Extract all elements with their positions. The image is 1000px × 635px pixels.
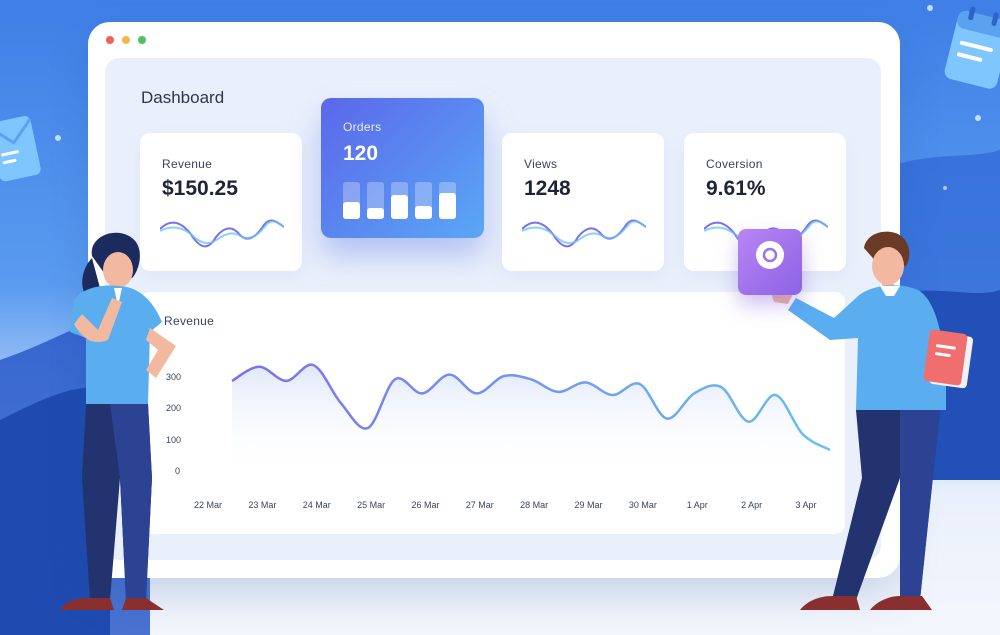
y-tick-label: 0 — [174, 466, 180, 476]
orders-bar-fill — [367, 208, 384, 219]
app-window: Dashboard Revenue $150.25 Orders 120 Vie… — [88, 22, 900, 578]
minimize-window-button[interactable] — [122, 36, 130, 44]
x-tick-label: 22 Mar — [193, 500, 222, 510]
orders-bar-fill — [439, 193, 456, 219]
dashboard-canvas: Dashboard Revenue $150.25 Orders 120 Vie… — [105, 58, 881, 560]
document-icon — [923, 330, 974, 389]
orders-bar-fill — [415, 206, 432, 219]
y-tick-label: 200 — [166, 403, 182, 414]
revenue-line-chart — [231, 363, 831, 472]
x-tick-label: 28 Mar — [520, 500, 549, 510]
card-value: $150.25 — [162, 177, 238, 200]
y-tick-label: 100 — [166, 434, 182, 445]
x-tick-label: 1 Apr — [686, 500, 708, 510]
card-label: Orders — [343, 120, 382, 134]
card-label: Revenue — [162, 157, 213, 171]
orders-bar-3 — [415, 182, 432, 219]
card-label: Coversion — [706, 157, 763, 171]
x-tick-label: 29 Mar — [574, 500, 603, 510]
revenue-chart-panel: Revenue 300 200 100 0 22 Mar 23 Mar 24 Mar 25 … — [140, 292, 845, 534]
orders-bar-2 — [391, 182, 408, 219]
x-tick-label: 25 Mar — [357, 500, 386, 510]
views-card[interactable]: Views 1248 — [502, 133, 664, 271]
card-label: Views — [524, 157, 558, 171]
woman-illustration — [60, 232, 176, 610]
envelope-icon — [0, 116, 41, 182]
x-tick-label: 24 Mar — [302, 500, 331, 510]
orders-bar-0 — [343, 182, 360, 219]
orders-bar-fill — [391, 195, 408, 219]
orders-card[interactable]: Orders 120 — [321, 98, 484, 238]
card-value: 120 — [343, 142, 379, 165]
revenue-card[interactable]: Revenue $150.25 — [140, 133, 302, 271]
window-controls — [106, 36, 146, 44]
x-tick-label: 30 Mar — [628, 500, 657, 510]
orders-bar-chart — [343, 182, 456, 219]
x-tick-label: 27 Mar — [465, 500, 494, 510]
chart-title: Revenue — [164, 314, 215, 328]
gear-icon — [738, 229, 802, 295]
close-window-button[interactable] — [106, 36, 114, 44]
orders-bar-4 — [439, 182, 456, 219]
man-illustration — [770, 231, 950, 610]
page-title: Dashboard — [141, 88, 225, 107]
orders-bar-fill — [343, 202, 360, 219]
views-sparkline — [522, 219, 646, 248]
y-tick-label: 300 — [166, 371, 182, 382]
card-value: 1248 — [524, 177, 571, 200]
card-value: 9.61% — [706, 177, 766, 200]
maximize-window-button[interactable] — [138, 36, 146, 44]
orders-bar-1 — [367, 182, 384, 219]
calendar-icon — [944, 6, 1000, 89]
x-tick-label: 23 Mar — [248, 500, 277, 510]
x-tick-label: 3 Apr — [795, 500, 817, 510]
x-tick-label: 26 Mar — [411, 500, 440, 510]
revenue-sparkline — [160, 219, 284, 248]
x-tick-label: 2 Apr — [741, 500, 763, 510]
chart-area-fill — [232, 364, 830, 472]
chart-series-line — [231, 363, 831, 452]
